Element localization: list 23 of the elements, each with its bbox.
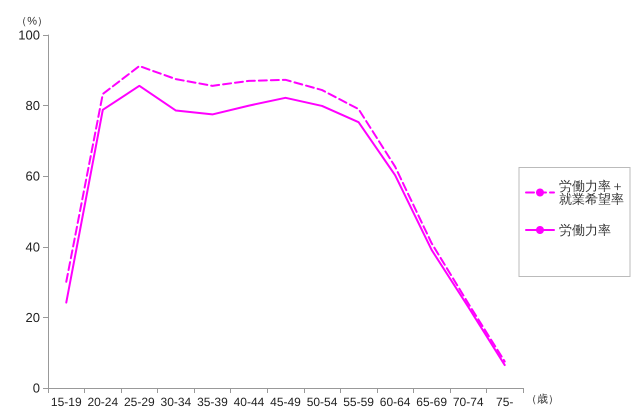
x-tick-label: 50-54 bbox=[306, 395, 338, 409]
y-tick-label: 20 bbox=[26, 310, 40, 325]
y-tick-label: 80 bbox=[26, 98, 40, 114]
x-tick-label: 30-34 bbox=[160, 395, 192, 409]
x-axis-title: （歳） bbox=[526, 392, 559, 406]
x-tick-label: 70-74 bbox=[452, 395, 484, 409]
y-tick-label: 100 bbox=[18, 28, 40, 42]
y-tick-label: 60 bbox=[26, 168, 40, 184]
x-tick-label: 15-19 bbox=[50, 395, 82, 409]
x-tick-label: 40-44 bbox=[234, 395, 265, 409]
x-tick-label: 60-64 bbox=[380, 395, 411, 409]
y-tick-label: 0 bbox=[32, 380, 40, 396]
x-tick-label: 55-59 bbox=[343, 395, 374, 409]
legend-label: 労働力率＋就業希望率 bbox=[559, 178, 624, 206]
x-tick-label: 45-49 bbox=[270, 395, 302, 409]
y-axis-title: （%） bbox=[16, 16, 48, 28]
y-tick-label: 40 bbox=[26, 239, 40, 254]
x-tick-label: 75- bbox=[496, 395, 514, 409]
x-tick-label: 20-24 bbox=[87, 395, 118, 409]
legend-label: 労働力率 bbox=[559, 222, 611, 238]
x-tick-label: 25-29 bbox=[124, 395, 156, 409]
x-tick-label: 65-69 bbox=[416, 395, 448, 409]
x-tick-label: 35-39 bbox=[197, 395, 228, 409]
